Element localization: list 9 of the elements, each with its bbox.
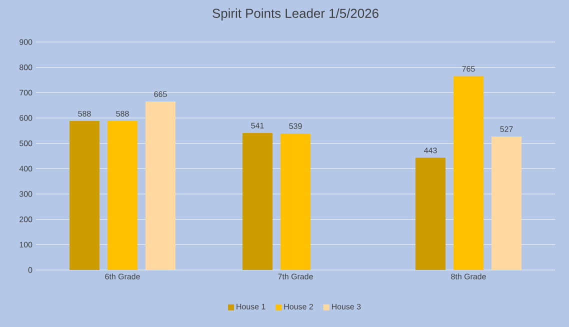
bar — [146, 102, 176, 270]
bar — [70, 121, 100, 270]
bar — [454, 76, 484, 270]
bar — [280, 133, 311, 270]
bar — [108, 121, 138, 270]
bar — [492, 136, 522, 270]
bar — [416, 158, 446, 270]
chart-title: Spirit Points Leader 1/5/2026 — [212, 8, 378, 21]
bar — [242, 132, 273, 270]
